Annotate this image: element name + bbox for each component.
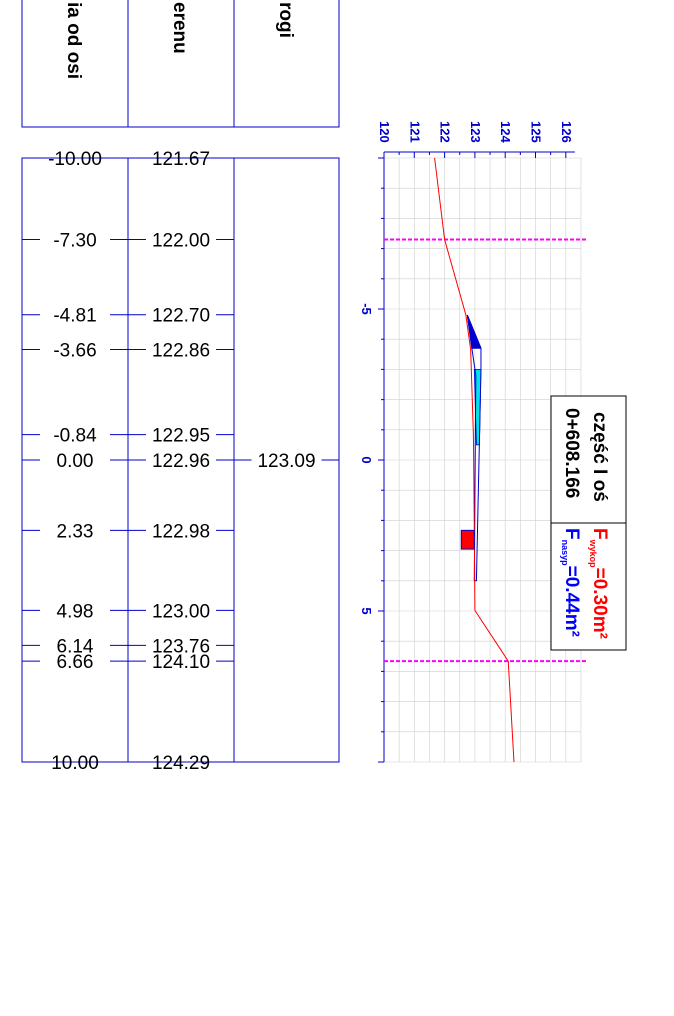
chart: 120 121 122 123 124 125 126 -5 0 5 [359,121,588,763]
info-title: część I oś [589,412,610,502]
data-table: -10.00 121.67 -7.30 122.00 -4.81 122.70 -3.66 1… [21,149,340,774]
tick-label-offset: 0 [359,456,374,463]
header-terrain: erenu [169,2,190,54]
cell-offset: 6.14 [57,636,94,657]
cell-offset: 10.00 [51,753,99,774]
info-cut-prefix: F [589,528,610,540]
chart-axes: 120 121 122 123 124 125 126 -5 0 5 [359,121,575,763]
terrain-line [434,157,515,763]
cell-offset: -3.66 [53,340,96,361]
cell-offset: -10.00 [48,149,102,170]
tick-label-offset: -5 [359,303,374,315]
cell-terrain: 121.67 [152,149,210,170]
tick-label-elevation: 126 [559,121,574,143]
cell-offset: 2.33 [57,521,94,542]
tick-label-elevation: 122 [438,121,453,143]
cell-terrain: 123.76 [152,636,210,657]
cell-offset: 6.66 [57,652,94,673]
tick-label-elevation: 120 [377,121,392,143]
info-box: część I oś 0+608.166 Fwykop=0.30m² Fnasy… [550,395,627,651]
info-cut-area: Fwykop=0.30m² [588,528,610,639]
drainage-marker [460,529,475,550]
info-cut-value: =0.30m² [589,568,610,639]
road-outline [466,314,482,582]
tick-label-elevation: 125 [529,121,544,143]
chart-series [384,157,588,763]
tick-label-elevation: 121 [407,121,422,143]
tick-label-elevation: 124 [498,121,513,143]
cell-terrain: 122.95 [152,426,210,447]
cell-offset: 4.98 [57,601,94,622]
cell-offset: -0.84 [53,426,97,447]
tick-label-elevation: 123 [468,121,483,143]
info-cut-sub: wykop [588,539,598,569]
info-fill-area: Fnasyp=0.44m² [560,528,582,637]
cell-terrain: 122.96 [152,451,210,472]
cell-terrain: 124.10 [152,652,210,673]
info-fill-value: =0.44m² [561,566,582,637]
header-table: ia od osi erenu rogi [21,0,340,128]
cell-terrain: 123.00 [152,601,210,622]
cell-terrain: 122.86 [152,340,210,361]
header-offset: ia od osi [63,2,84,79]
tick-label-offset: 5 [359,607,374,614]
cell-offset: 0.00 [57,451,94,472]
cell-road: 123.09 [257,451,315,472]
cell-offset: -4.81 [53,306,96,327]
info-fill-prefix: F [561,528,582,540]
cell-offset: -7.30 [53,231,96,252]
cell-terrain: 122.00 [152,231,210,252]
cell-terrain: 122.70 [152,306,210,327]
cell-terrain: 122.98 [152,521,210,542]
info-station: 0+608.166 [561,408,582,498]
cell-terrain: 124.29 [152,753,210,774]
header-road: rogi [275,2,296,38]
info-fill-sub: nasyp [560,540,570,567]
